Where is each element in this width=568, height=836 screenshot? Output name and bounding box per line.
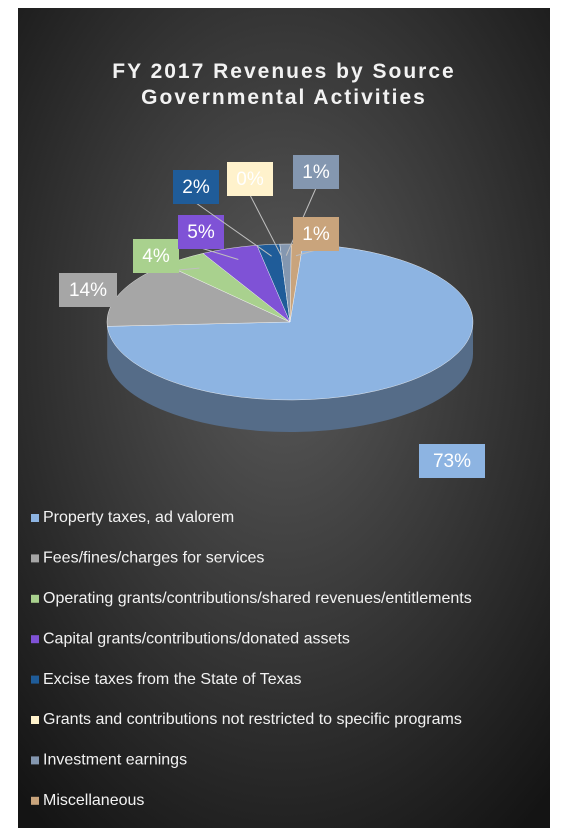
legend-label: Fees/fines/charges for services — [43, 550, 264, 567]
data-labels: 73% 14% 4% 5% 2% 0% 1% 1% — [59, 155, 485, 478]
data-label-box — [293, 155, 339, 189]
legend: Property taxes, ad valorem Fees/fines/cha… — [31, 509, 472, 809]
legend-label: Grants and contributions not restricted … — [43, 711, 462, 728]
legend-swatch — [31, 796, 39, 805]
legend-label: Capital grants/contributions/donated ass… — [43, 630, 350, 647]
legend-swatch — [31, 514, 39, 522]
chart-subtitle: Governmental Activities — [141, 86, 427, 109]
data-label: 0% — [236, 169, 264, 190]
data-label-box — [419, 444, 485, 478]
data-label: 1% — [302, 162, 330, 183]
legend-swatch — [31, 554, 39, 563]
data-label-box — [59, 273, 117, 307]
legend-swatch — [31, 635, 39, 644]
pie — [106, 243, 474, 432]
slice-side — [107, 322, 473, 432]
data-label-box — [178, 215, 224, 249]
data-label: 14% — [69, 280, 107, 301]
legend-label: Property taxes, ad valorem — [43, 509, 234, 526]
chart-title: FY 2017 Revenues by Source — [112, 60, 455, 83]
data-label-box — [173, 170, 219, 204]
data-label-box — [293, 217, 339, 251]
leader-line — [200, 247, 239, 260]
legend-swatch — [31, 716, 39, 724]
leader-line — [249, 194, 282, 257]
legend-label: Operating grants/contributions/shared re… — [43, 590, 472, 607]
data-label: 1% — [302, 224, 330, 245]
data-label: 5% — [187, 222, 215, 243]
data-label: 73% — [433, 451, 471, 472]
slice — [107, 243, 474, 401]
legend-label: Excise taxes from the State of Texas — [43, 671, 302, 688]
data-label: 4% — [142, 246, 170, 267]
data-label-box — [133, 239, 179, 273]
data-label-box — [227, 162, 273, 196]
leader-line — [195, 202, 272, 257]
legend-label: Investment earnings — [43, 752, 187, 769]
legend-swatch — [31, 594, 39, 603]
legend-swatch — [31, 675, 39, 684]
legend-swatch — [31, 756, 39, 765]
legend-label: Miscellaneous — [43, 792, 144, 809]
data-label: 2% — [182, 177, 210, 198]
